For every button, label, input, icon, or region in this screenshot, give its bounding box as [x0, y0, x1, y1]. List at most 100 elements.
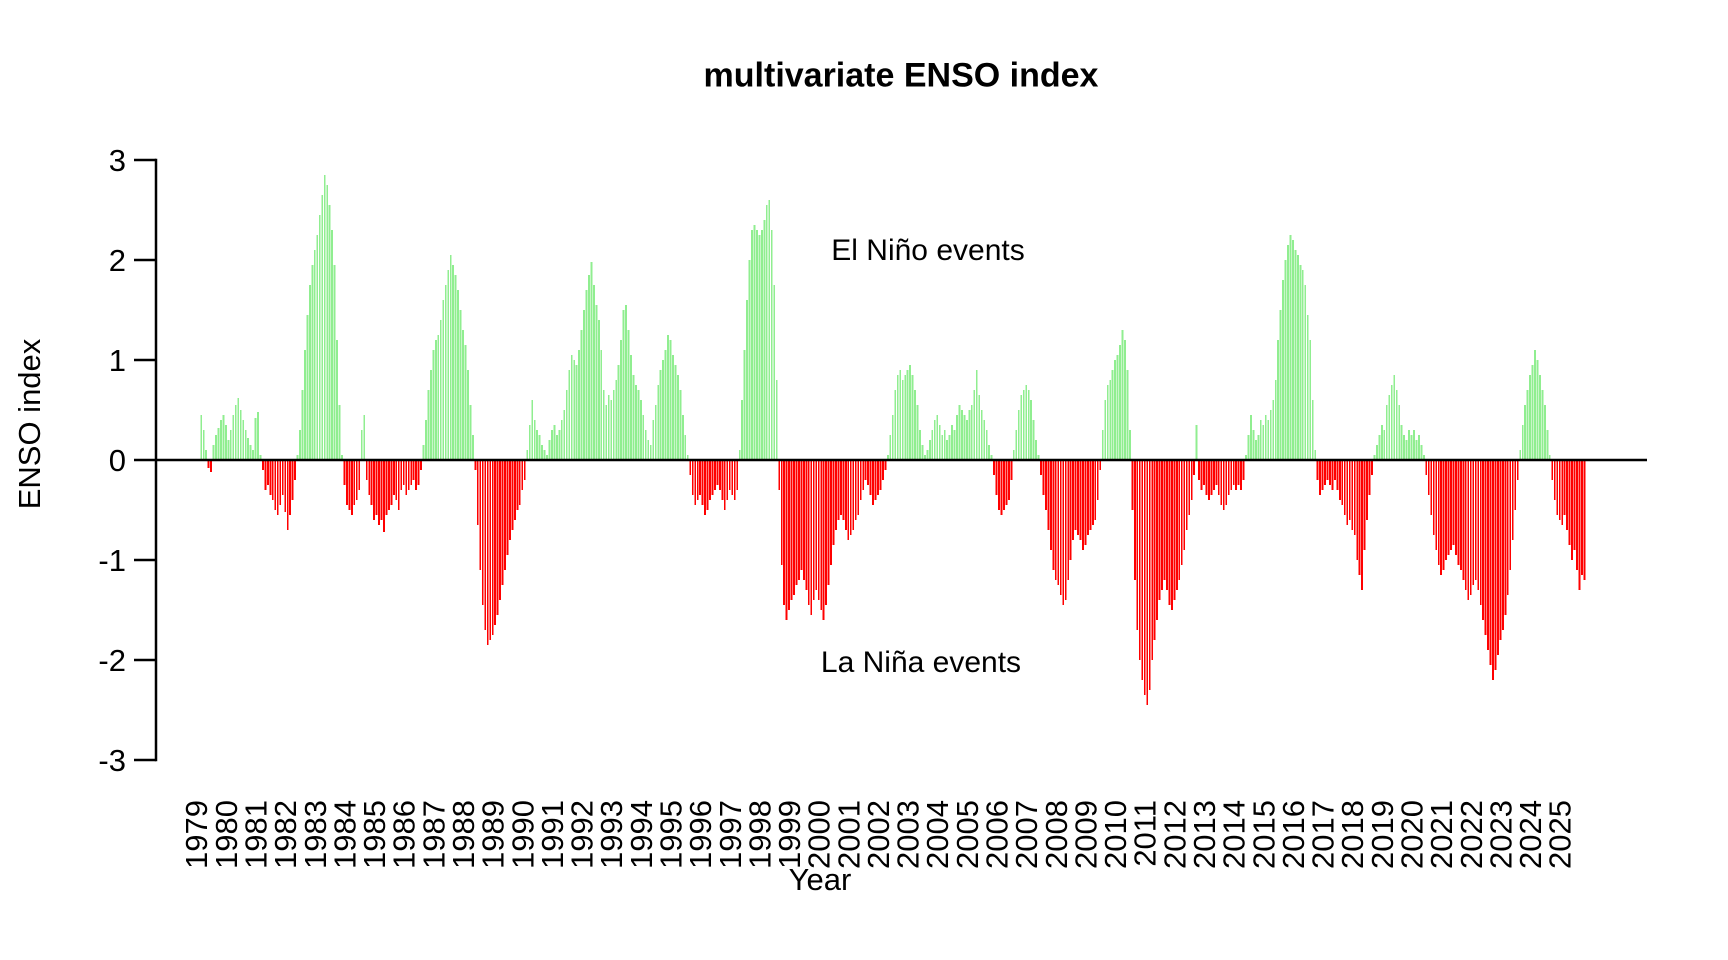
bar-2019-12 — [1413, 430, 1415, 460]
bar-1997-06 — [746, 300, 748, 460]
bar-2012-02 — [1180, 460, 1183, 565]
bar-1999-12 — [820, 460, 823, 610]
bar-1995-03 — [679, 390, 682, 460]
bar-2018-04 — [1363, 460, 1366, 550]
bar-2006-03 — [1005, 460, 1008, 505]
bar-1993-07 — [630, 355, 632, 460]
bar-1993-10 — [637, 390, 640, 460]
bar-2014-07 — [1252, 430, 1255, 460]
bar-1999-06 — [805, 460, 808, 590]
bar-1979-08 — [217, 428, 220, 460]
bar-1982-11 — [313, 250, 316, 460]
bar-1997-12 — [760, 230, 763, 460]
bar-2000-05 — [832, 460, 835, 545]
bar-2010-04 — [1126, 370, 1129, 460]
bar-1999-03 — [798, 460, 800, 580]
bar-2015-11 — [1292, 240, 1294, 460]
bar-2022-12 — [1501, 460, 1504, 630]
bar-2018-07 — [1371, 460, 1373, 475]
bar-2013-01 — [1208, 460, 1210, 500]
bar-2005-11 — [995, 460, 998, 495]
bar-2008-11 — [1084, 460, 1087, 545]
bar-2001-01 — [852, 460, 855, 530]
bar-1981-07 — [274, 460, 277, 510]
bar-2016-11 — [1321, 460, 1324, 490]
bar-1991-12 — [583, 310, 585, 460]
bar-2000-02 — [825, 460, 828, 605]
bar-2022-08 — [1492, 460, 1494, 680]
bar-1999-10 — [815, 460, 818, 590]
bar-1989-10 — [518, 460, 521, 505]
bar-1987-08 — [454, 275, 457, 460]
bar-2007-08 — [1047, 460, 1050, 530]
bar-1992-06 — [597, 320, 600, 460]
bar-2020-09 — [1435, 460, 1438, 550]
bar-2016-05 — [1306, 315, 1309, 460]
bar-2011-11 — [1173, 460, 1176, 600]
bar-2023-07 — [1519, 450, 1522, 460]
bar-2005-03 — [975, 370, 978, 460]
bar-2013-09 — [1227, 460, 1230, 495]
bar-1998-02 — [765, 205, 768, 460]
x-tick-label-1988: 1988 — [446, 800, 481, 869]
bar-2025-03 — [1568, 460, 1571, 545]
bar-2005-08 — [988, 445, 991, 460]
bar-2020-04 — [1422, 455, 1425, 460]
bar-1995-11 — [699, 460, 702, 495]
bar-2019-07 — [1400, 425, 1403, 460]
x-tick-label-2018: 2018 — [1335, 800, 1370, 869]
bar-1993-05 — [625, 305, 627, 460]
bar-2020-12 — [1442, 460, 1445, 570]
bar-1984-09 — [368, 460, 371, 495]
bar-2016-12 — [1324, 460, 1326, 485]
bar-2014-02 — [1240, 460, 1242, 490]
bar-1994-06 — [657, 385, 660, 460]
bar-2006-10 — [1022, 390, 1025, 460]
bar-2006-12 — [1027, 390, 1030, 460]
bar-2014-04 — [1245, 455, 1247, 460]
bar-1980-04 — [237, 398, 240, 460]
bar-2021-04 — [1452, 460, 1455, 545]
bar-2022-09 — [1494, 460, 1497, 670]
bar-2009-02 — [1091, 460, 1094, 525]
x-tick-label-1983: 1983 — [298, 800, 333, 869]
bar-1983-10 — [341, 455, 343, 460]
bar-1981-05 — [269, 460, 272, 495]
bar-2017-11 — [1351, 460, 1354, 530]
x-tick-label-2011: 2011 — [1128, 800, 1163, 867]
bar-2003-12 — [938, 425, 941, 460]
bar-2004-12 — [968, 410, 971, 460]
bar-2015-12 — [1294, 250, 1297, 460]
bar-2015-09 — [1287, 245, 1289, 460]
bar-2020-06 — [1427, 460, 1430, 495]
bar-2015-04 — [1274, 380, 1277, 460]
bar-2016-09 — [1316, 460, 1319, 480]
x-tick-label-1980: 1980 — [209, 800, 244, 869]
bar-1990-11 — [551, 430, 553, 460]
bar-2003-02 — [914, 390, 916, 460]
bar-2017-03 — [1331, 460, 1334, 490]
bar-1990-03 — [531, 400, 534, 460]
bar-1979-09 — [220, 420, 222, 460]
bar-1980-06 — [242, 420, 245, 460]
bar-1992-02 — [588, 275, 590, 460]
bar-1991-02 — [558, 430, 561, 460]
bar-2007-03 — [1035, 440, 1037, 460]
bar-2002-05 — [891, 415, 894, 460]
bar-2020-05 — [1425, 460, 1428, 475]
bar-2024-09 — [1553, 460, 1556, 500]
bar-2008-09 — [1079, 460, 1082, 540]
bar-1996-09 — [723, 460, 726, 510]
bar-1993-06 — [627, 330, 630, 460]
bar-2015-06 — [1279, 310, 1282, 460]
la-nina-annotation: La Niña events — [820, 646, 1022, 679]
bar-1981-01 — [259, 455, 262, 460]
bar-2015-08 — [1284, 260, 1287, 460]
bar-1986-04 — [415, 460, 417, 490]
bar-1988-05 — [476, 460, 479, 525]
bar-2019-03 — [1390, 385, 1393, 460]
bar-1987-01 — [437, 335, 440, 460]
bar-1991-08 — [573, 360, 576, 460]
bar-2015-07 — [1282, 280, 1284, 460]
x-tick-label-2015: 2015 — [1246, 800, 1281, 869]
